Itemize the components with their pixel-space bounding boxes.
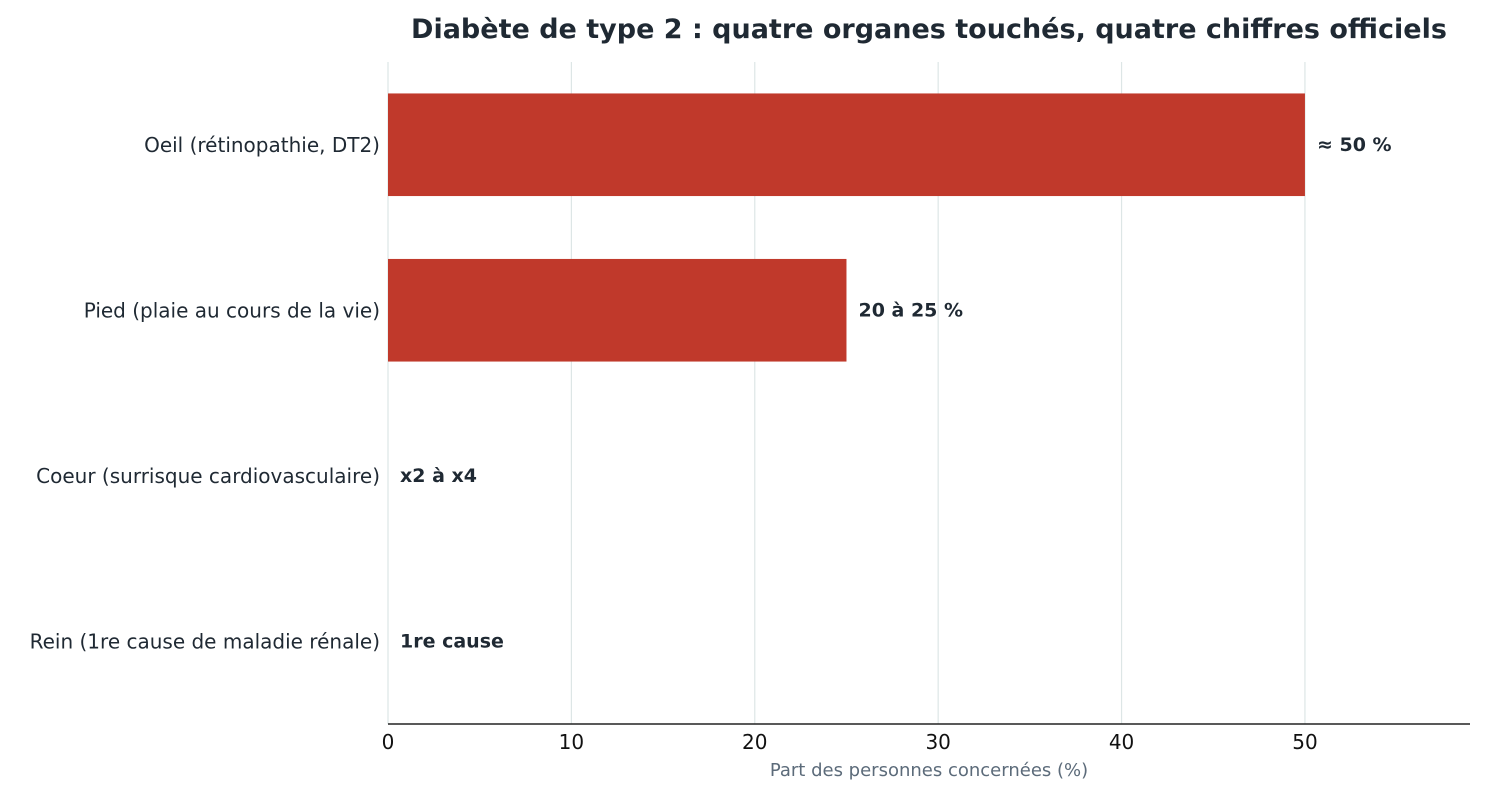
x-tick-label: 30 xyxy=(925,730,950,754)
data-label: 20 à 25 % xyxy=(858,299,963,321)
category-label: Pied (plaie au cours de la vie) xyxy=(84,298,380,322)
x-tick-label: 20 xyxy=(742,730,767,754)
labels: 0 10 20 30 40 50 Oeil (rétinopathie, DT2) ≈ 50 … xyxy=(30,133,1392,754)
x-tick-label: 40 xyxy=(1109,730,1134,754)
data-label: 1re cause xyxy=(400,630,504,652)
category-label: Oeil (rétinopathie, DT2) xyxy=(144,133,380,157)
bar xyxy=(388,258,847,362)
x-axis-label: Part des personnes concernées (%) xyxy=(770,760,1088,781)
chart-title: Diabète de type 2 : quatre organes touch… xyxy=(411,14,1447,45)
category-label: Rein (1re cause de maladie rénale) xyxy=(30,629,380,653)
data-label: x2 à x4 xyxy=(400,465,477,487)
category-label: Coeur (surrisque cardiovasculaire) xyxy=(36,464,380,488)
x-tick-label: 10 xyxy=(559,730,584,754)
data-label: ≈ 50 % xyxy=(1317,134,1392,156)
x-tick-label: 0 xyxy=(382,730,395,754)
bar xyxy=(388,93,1305,197)
bars xyxy=(388,93,1305,362)
x-tick-label: 50 xyxy=(1292,730,1317,754)
